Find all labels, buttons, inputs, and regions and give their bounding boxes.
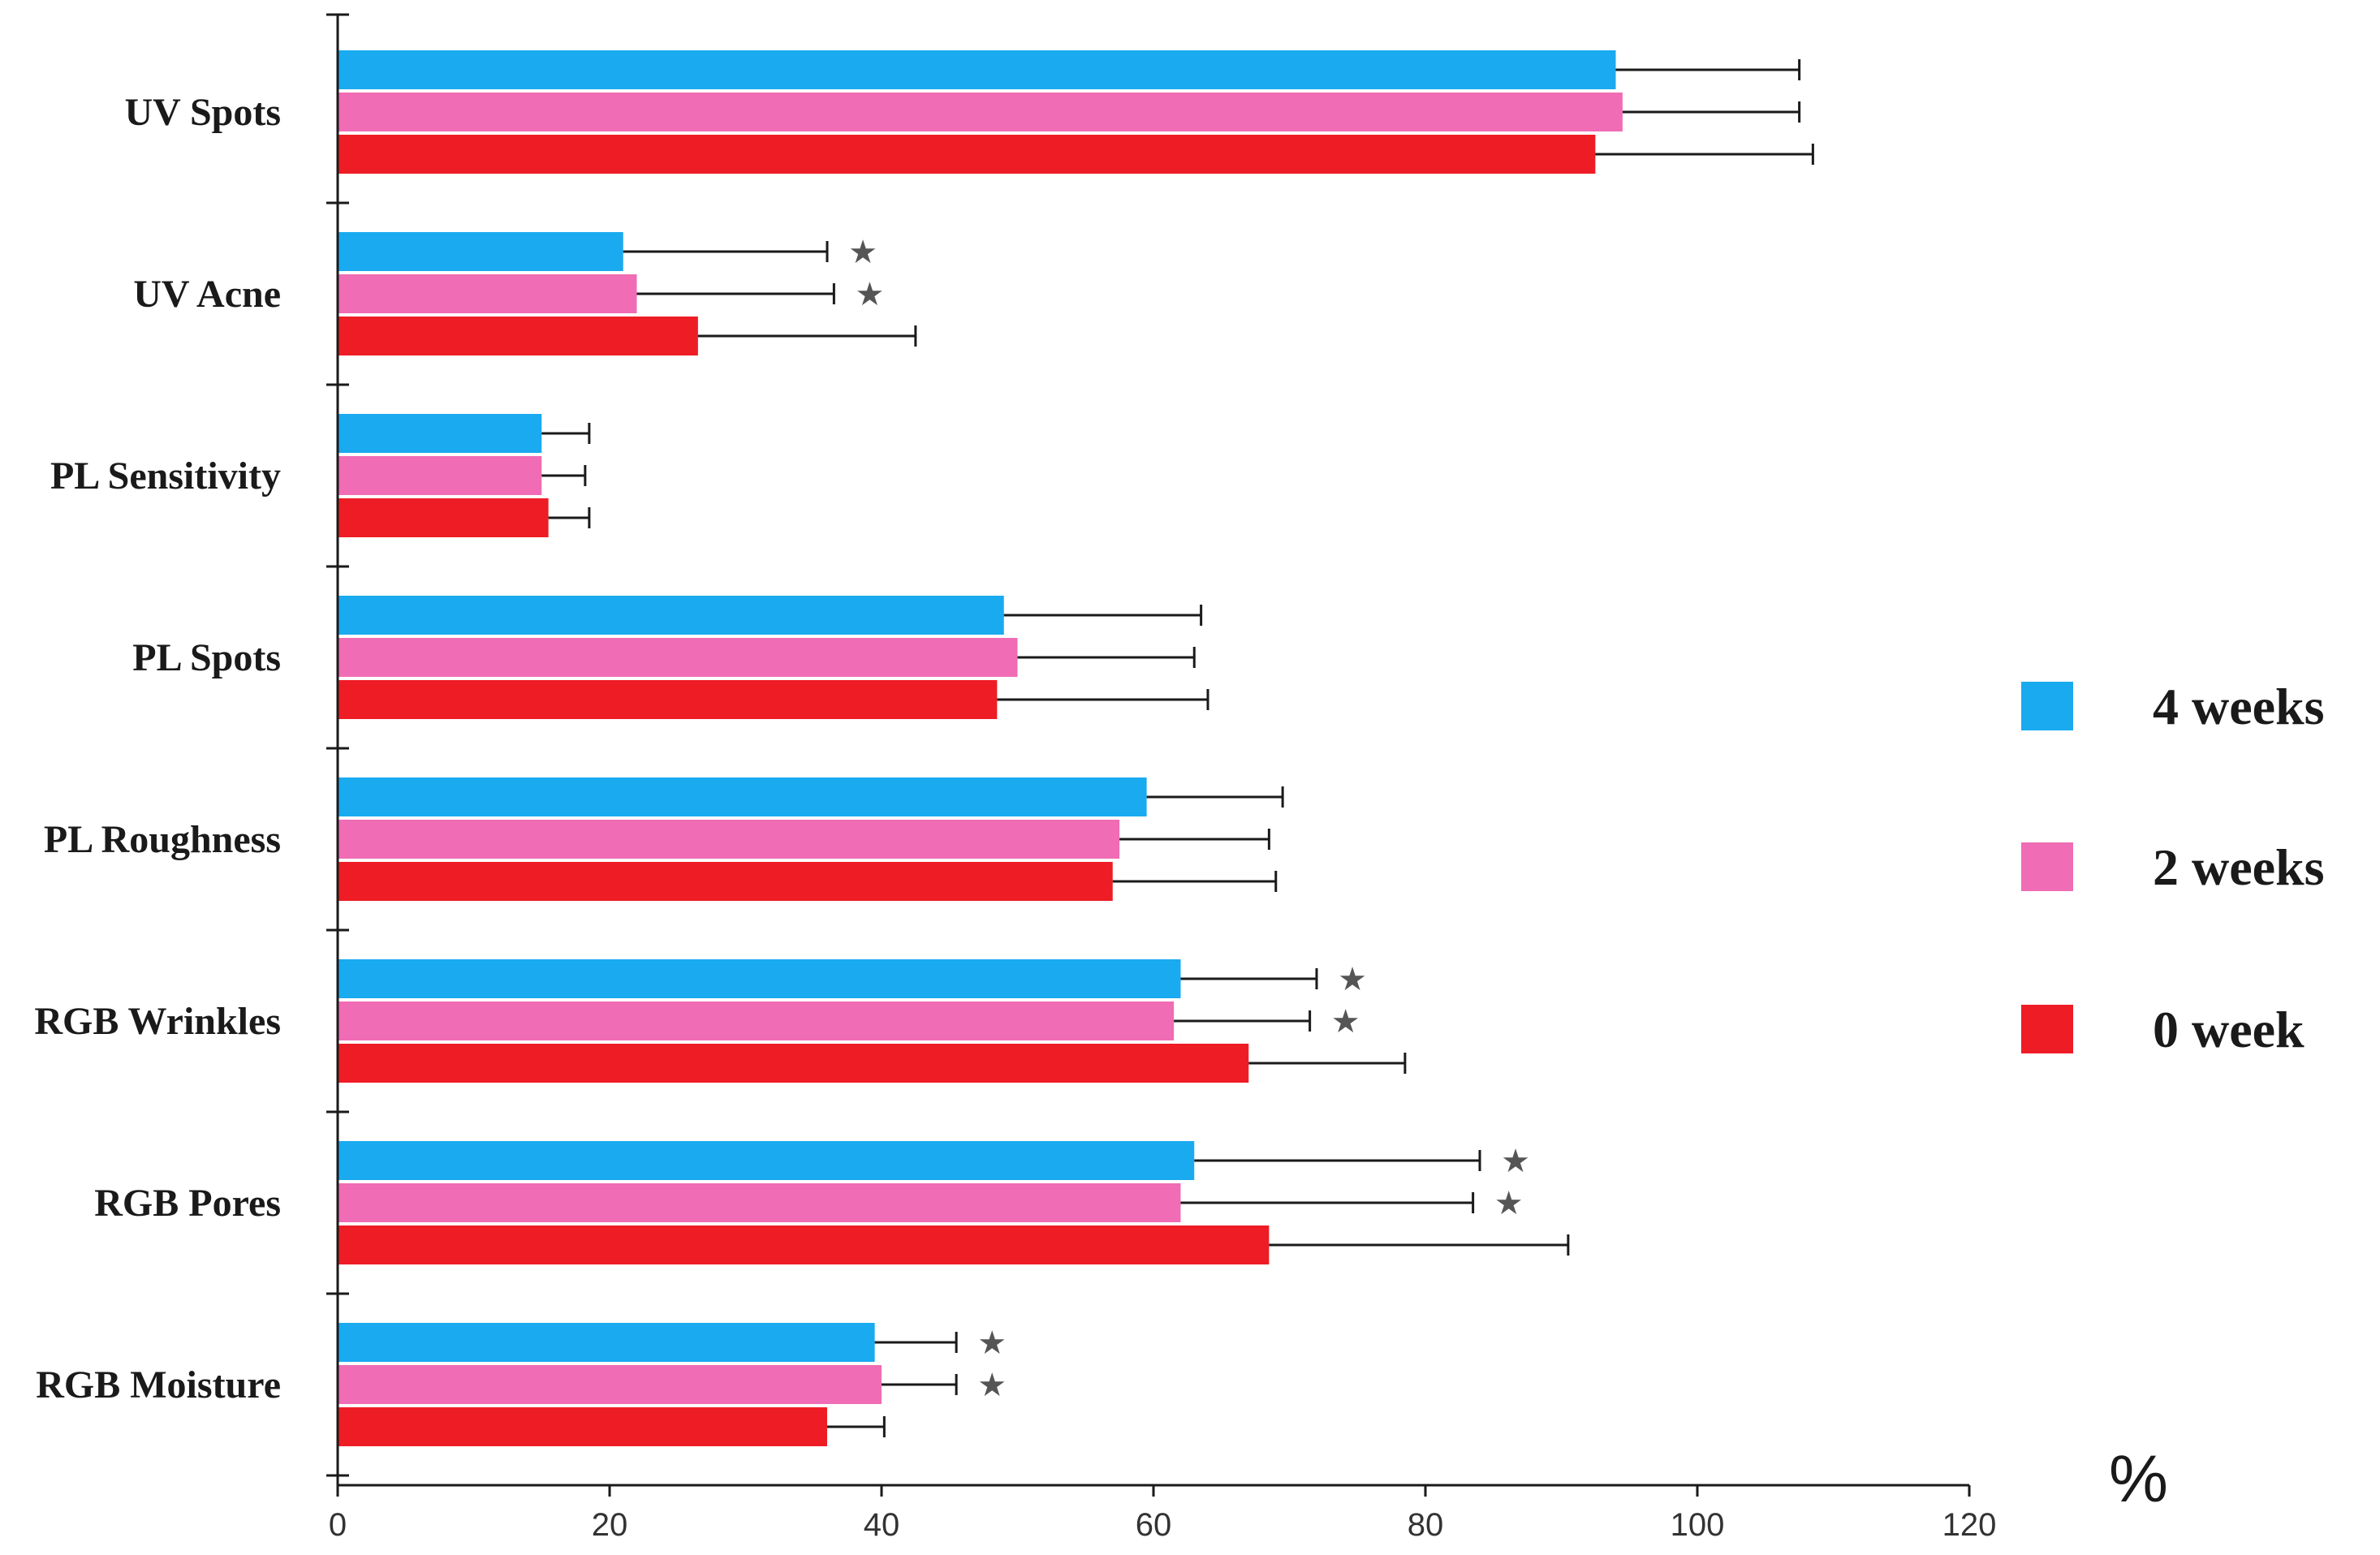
category-labels-layer: UV Spots UV Acne PL Sensitivity PL Spots PL … — [34, 91, 281, 1406]
error-bar-rgb-wrinkles-4-weeks — [1180, 968, 1318, 989]
error-bar-pl-spots-2-weeks — [1017, 647, 1196, 668]
error-bar-uv-acne-4-weeks — [623, 241, 829, 262]
error-bar-rgb-wrinkles-0-week — [1248, 1053, 1407, 1074]
error-bar-uv-spots-0-week — [1595, 144, 1814, 165]
bar-rgb-pores-2-weeks — [338, 1183, 1181, 1222]
significance-star-rgb-moisture-4-weeks: ★ — [977, 1325, 1007, 1362]
bar-uv-acne-0-week — [338, 317, 698, 355]
bar-pl-roughness-4-weeks — [338, 778, 1147, 816]
bar-pl-sensitivity-4-weeks — [338, 414, 542, 453]
axes-layer: 0 20 40 60 80 100 120 — [326, 13, 1997, 1543]
error-bar-rgb-pores-2-weeks — [1180, 1192, 1475, 1213]
bar-pl-roughness-2-weeks — [338, 820, 1120, 859]
bar-pl-sensitivity-0-week — [338, 498, 549, 537]
bar-pl-sensitivity-2-weeks — [338, 456, 542, 495]
bar-rgb-moisture-4-weeks — [338, 1323, 875, 1362]
bar-rgb-pores-4-weeks — [338, 1141, 1195, 1180]
category-label-rgb-pores: RGB Pores — [94, 1182, 281, 1225]
error-bar-pl-roughness-0-week — [1112, 871, 1278, 892]
legend-swatch — [2021, 1005, 2073, 1053]
bar-pl-spots-4-weeks — [338, 596, 1004, 635]
category-label-pl-sensitivity: PL Sensitivity — [50, 454, 281, 498]
legend-item-4-weeks: 4 weeks — [2021, 678, 2325, 735]
error-bar-uv-spots-2-weeks — [1622, 101, 1801, 123]
legend-swatch — [2021, 682, 2073, 730]
significance-star-rgb-moisture-2-weeks: ★ — [977, 1367, 1007, 1404]
error-bar-pl-sensitivity-2-weeks — [541, 465, 587, 486]
error-bar-pl-sensitivity-0-week — [548, 507, 591, 528]
category-label-rgb-wrinkles: RGB Wrinkles — [34, 1000, 281, 1043]
category-label-uv-acne: UV Acne — [133, 273, 281, 316]
bar-uv-acne-4-weeks — [338, 232, 623, 271]
error-bar-rgb-moisture-4-weeks — [874, 1332, 958, 1353]
significance-star-uv-acne-4-weeks: ★ — [848, 234, 877, 271]
x-axis-unit-label: % — [2109, 1442, 2168, 1516]
x-tick-label-80: 80 — [1408, 1507, 1444, 1543]
error-bar-pl-roughness-4-weeks — [1146, 786, 1284, 808]
bar-uv-spots-2-weeks — [338, 93, 1623, 131]
significance-star-rgb-pores-2-weeks: ★ — [1494, 1185, 1524, 1222]
x-tick-label-120: 120 — [1942, 1507, 1997, 1543]
error-bar-uv-acne-2-weeks — [636, 283, 835, 304]
significance-star-rgb-pores-4-weeks: ★ — [1501, 1143, 1530, 1180]
legend-label: 2 weeks — [2153, 838, 2325, 896]
significance-star-uv-acne-2-weeks: ★ — [855, 276, 884, 313]
legend-label: 4 weeks — [2153, 678, 2325, 735]
error-bar-uv-spots-4-weeks — [1615, 59, 1801, 80]
category-label-rgb-moisture: RGB Moisture — [36, 1363, 281, 1406]
bar-rgb-pores-0-week — [338, 1225, 1270, 1264]
error-bar-rgb-pores-4-weeks — [1194, 1150, 1481, 1171]
significance-star-rgb-wrinkles-2-weeks: ★ — [1331, 1003, 1360, 1040]
error-bar-pl-spots-4-weeks — [1003, 605, 1203, 626]
legend-swatch — [2021, 842, 2073, 891]
bar-rgb-wrinkles-2-weeks — [338, 1001, 1175, 1040]
bar-rgb-moisture-2-weeks — [338, 1365, 882, 1404]
x-tick-label-0: 0 — [329, 1507, 347, 1543]
bar-rgb-wrinkles-0-week — [338, 1044, 1249, 1083]
error-bar-uv-acne-0-week — [697, 325, 917, 347]
error-bars-layer — [541, 59, 1814, 1437]
legend-item-0-week: 0 week — [2021, 1001, 2305, 1058]
significance-star-rgb-wrinkles-4-weeks: ★ — [1338, 961, 1367, 998]
error-bar-pl-roughness-2-weeks — [1119, 829, 1270, 850]
x-tick-label-60: 60 — [1136, 1507, 1172, 1543]
bar-pl-roughness-0-week — [338, 862, 1113, 901]
bar-rgb-moisture-0-week — [338, 1407, 827, 1446]
bar-rgb-wrinkles-4-weeks — [338, 959, 1181, 998]
legend-item-2-weeks: 2 weeks — [2021, 838, 2325, 896]
error-bar-rgb-wrinkles-2-weeks — [1174, 1010, 1312, 1032]
error-bar-rgb-moisture-0-week — [827, 1416, 886, 1437]
significance-stars-layer: ★ ★ ★ ★ ★ ★ ★ ★ — [848, 234, 1530, 1404]
bar-pl-spots-2-weeks — [338, 638, 1018, 677]
error-bar-rgb-moisture-2-weeks — [882, 1374, 958, 1395]
legend-label: 0 week — [2153, 1001, 2305, 1058]
x-tick-label-100: 100 — [1671, 1507, 1725, 1543]
bar-pl-spots-0-week — [338, 680, 998, 719]
category-label-uv-spots: UV Spots — [124, 91, 281, 134]
bar-uv-acne-2-weeks — [338, 274, 637, 313]
bar-uv-spots-4-weeks — [338, 50, 1616, 89]
x-tick-label-40: 40 — [864, 1507, 900, 1543]
error-bar-rgb-pores-0-week — [1269, 1234, 1570, 1256]
category-label-pl-spots: PL Spots — [132, 636, 281, 679]
bar-uv-spots-0-week — [338, 135, 1596, 174]
category-label-pl-roughness: PL Roughness — [44, 818, 281, 861]
error-bar-pl-spots-0-week — [997, 689, 1209, 710]
bars-layer — [338, 50, 1623, 1446]
error-bar-pl-sensitivity-4-weeks — [541, 423, 591, 444]
legend: 4 weeks 2 weeks 0 week — [2021, 678, 2325, 1058]
x-tick-label-20: 20 — [592, 1507, 628, 1543]
